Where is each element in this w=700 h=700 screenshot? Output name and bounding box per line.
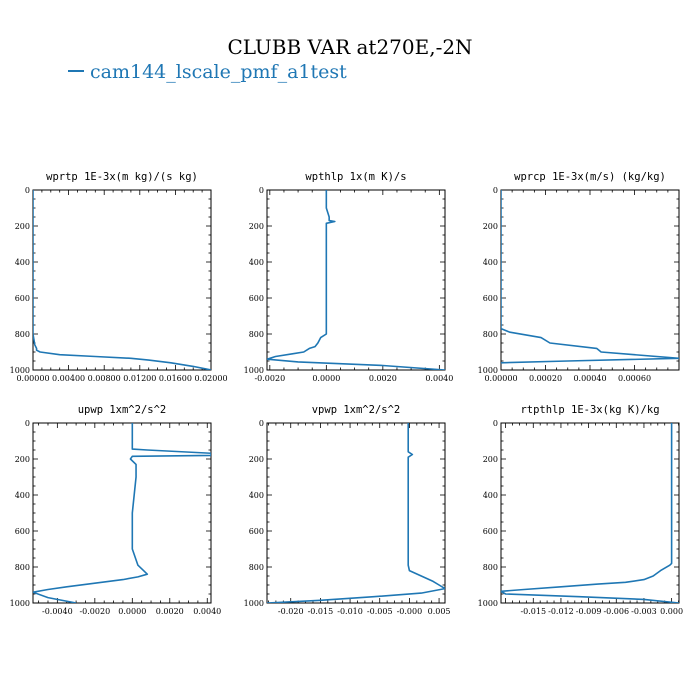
y-tick-label: 200 — [15, 455, 30, 464]
panel-title: rtpthlp 1E-3x(kg K)/kg — [520, 404, 659, 416]
panel-6: rtpthlp 1E-3x(kg K)/kg 0 200 400 600 800 1000 -… — [478, 404, 683, 616]
x-tick-label: 0.00400 — [52, 374, 85, 383]
y-tick-label: 200 — [15, 222, 30, 231]
y-tick-label: 1000 — [10, 599, 30, 608]
x-tick-label: 0.00000 — [16, 374, 49, 383]
x-tick-label: 0.0000 — [118, 607, 146, 616]
y-tick-label: 600 — [249, 294, 264, 303]
x-tick-label: 0.0000 — [312, 374, 340, 383]
x-tick-label: 0.00800 — [88, 374, 121, 383]
x-tick-label: 0.0020 — [369, 374, 397, 383]
y-tick-label: 1000 — [478, 366, 498, 375]
x-tick-label: -0.009 — [576, 607, 602, 616]
y-tick-label: 400 — [15, 258, 30, 267]
y-tick-label: 400 — [249, 491, 264, 500]
y-tick-label: 1000 — [10, 366, 30, 375]
x-tick-label: 0.00000 — [484, 374, 517, 383]
y-tick-label: 400 — [483, 258, 498, 267]
y-tick-label: 1000 — [244, 366, 264, 375]
x-tick-label: -0.010 — [337, 607, 363, 616]
panel-5: vpwp 1xm^2/s^2 0 200 400 600 800 1000 -0.020 -0.… — [244, 404, 451, 616]
y-tick-label: 0 — [493, 186, 498, 195]
axes-frame — [266, 422, 446, 604]
panel-title: wprcp 1E-3x(m/s) (kg/kg) — [514, 171, 666, 183]
x-tick-label: 0.0040 — [425, 374, 453, 383]
y-tick-label: 400 — [15, 491, 30, 500]
x-tick-label: -0.0040 — [42, 607, 73, 616]
x-tick-label: 0.0020 — [156, 607, 184, 616]
figure-title: CLUBB VAR at270E,-2N — [227, 35, 472, 59]
y-tick-label: 600 — [483, 527, 498, 536]
x-tick-label: -0.003 — [631, 607, 657, 616]
x-tick-label: 0.01600 — [159, 374, 192, 383]
series-line — [501, 190, 679, 364]
panel-title: vpwp 1xm^2/s^2 — [312, 404, 401, 416]
y-tick-label: 200 — [249, 455, 264, 464]
x-tick-label: 0.000 — [660, 607, 683, 616]
x-tick-label: -0.012 — [548, 607, 574, 616]
y-tick-label: 600 — [15, 527, 30, 536]
axes-frame — [266, 189, 446, 371]
x-tick-label: -0.0020 — [254, 374, 285, 383]
y-tick-label: 800 — [483, 330, 498, 339]
y-tick-label: 600 — [483, 294, 498, 303]
panel-3: wprcp 1E-3x(m/s) (kg/kg) 0 200 400 600 800 100… — [478, 171, 680, 383]
x-tick-label: 0.00020 — [529, 374, 562, 383]
legend-label: cam144_lscale_pmf_a1test — [90, 61, 347, 83]
x-tick-label: 0.01200 — [123, 374, 156, 383]
y-tick-label: 0 — [259, 419, 264, 428]
y-tick-label: 0 — [25, 419, 30, 428]
series-line — [501, 423, 679, 603]
series-line — [33, 423, 211, 603]
y-tick-label: 400 — [249, 258, 264, 267]
panel-title: upwp 1xm^2/s^2 — [78, 404, 167, 416]
y-tick-label: 800 — [483, 563, 498, 572]
x-tick-label: 0.02000 — [194, 374, 227, 383]
panel-1: wprtp 1E-3x(m kg)/(s kg) 0 200 400 600 800 100… — [10, 171, 228, 383]
y-tick-label: 800 — [249, 563, 264, 572]
y-tick-label: 800 — [249, 330, 264, 339]
panels: wprtp 1E-3x(m kg)/(s kg) 0 200 400 600 800 100… — [10, 171, 683, 616]
panel-4: upwp 1xm^2/s^2 0 200 400 600 800 1000 -0.0040 -0… — [10, 404, 222, 616]
axes-frame — [500, 189, 680, 371]
y-tick-label: 600 — [15, 294, 30, 303]
x-tick-label: -0.015 — [308, 607, 334, 616]
x-tick-label: -0.000 — [397, 607, 423, 616]
y-tick-label: 200 — [249, 222, 264, 231]
y-tick-label: 1000 — [478, 599, 498, 608]
axes-frame — [32, 189, 212, 371]
panel-title: wpthlp 1x(m K)/s — [305, 171, 406, 183]
series-line — [33, 190, 211, 370]
y-tick-label: 800 — [15, 563, 30, 572]
x-tick-label: 0.00040 — [573, 374, 606, 383]
y-tick-label: 800 — [15, 330, 30, 339]
y-tick-label: 0 — [25, 186, 30, 195]
y-tick-label: 400 — [483, 491, 498, 500]
series-line — [267, 190, 445, 370]
x-tick-label: -0.005 — [367, 607, 393, 616]
y-tick-label: 0 — [493, 419, 498, 428]
x-tick-label: 0.0040 — [193, 607, 221, 616]
y-tick-label: 200 — [483, 455, 498, 464]
x-tick-label: -0.020 — [278, 607, 304, 616]
axes-frame — [32, 422, 212, 604]
x-tick-label: 0.005 — [428, 607, 451, 616]
y-tick-label: 0 — [259, 186, 264, 195]
y-tick-label: 600 — [249, 527, 264, 536]
y-tick-label: 200 — [483, 222, 498, 231]
panel-2: wpthlp 1x(m K)/s 0 200 400 600 800 1000-0.0020… — [244, 171, 454, 383]
y-tick-label: 1000 — [244, 599, 264, 608]
x-tick-label: -0.006 — [603, 607, 629, 616]
x-tick-label: -0.015 — [520, 607, 546, 616]
panel-title: wprtp 1E-3x(m kg)/(s kg) — [46, 171, 198, 183]
series-line — [267, 423, 445, 603]
x-tick-label: 0.00060 — [618, 374, 651, 383]
x-tick-label: -0.0020 — [79, 607, 110, 616]
